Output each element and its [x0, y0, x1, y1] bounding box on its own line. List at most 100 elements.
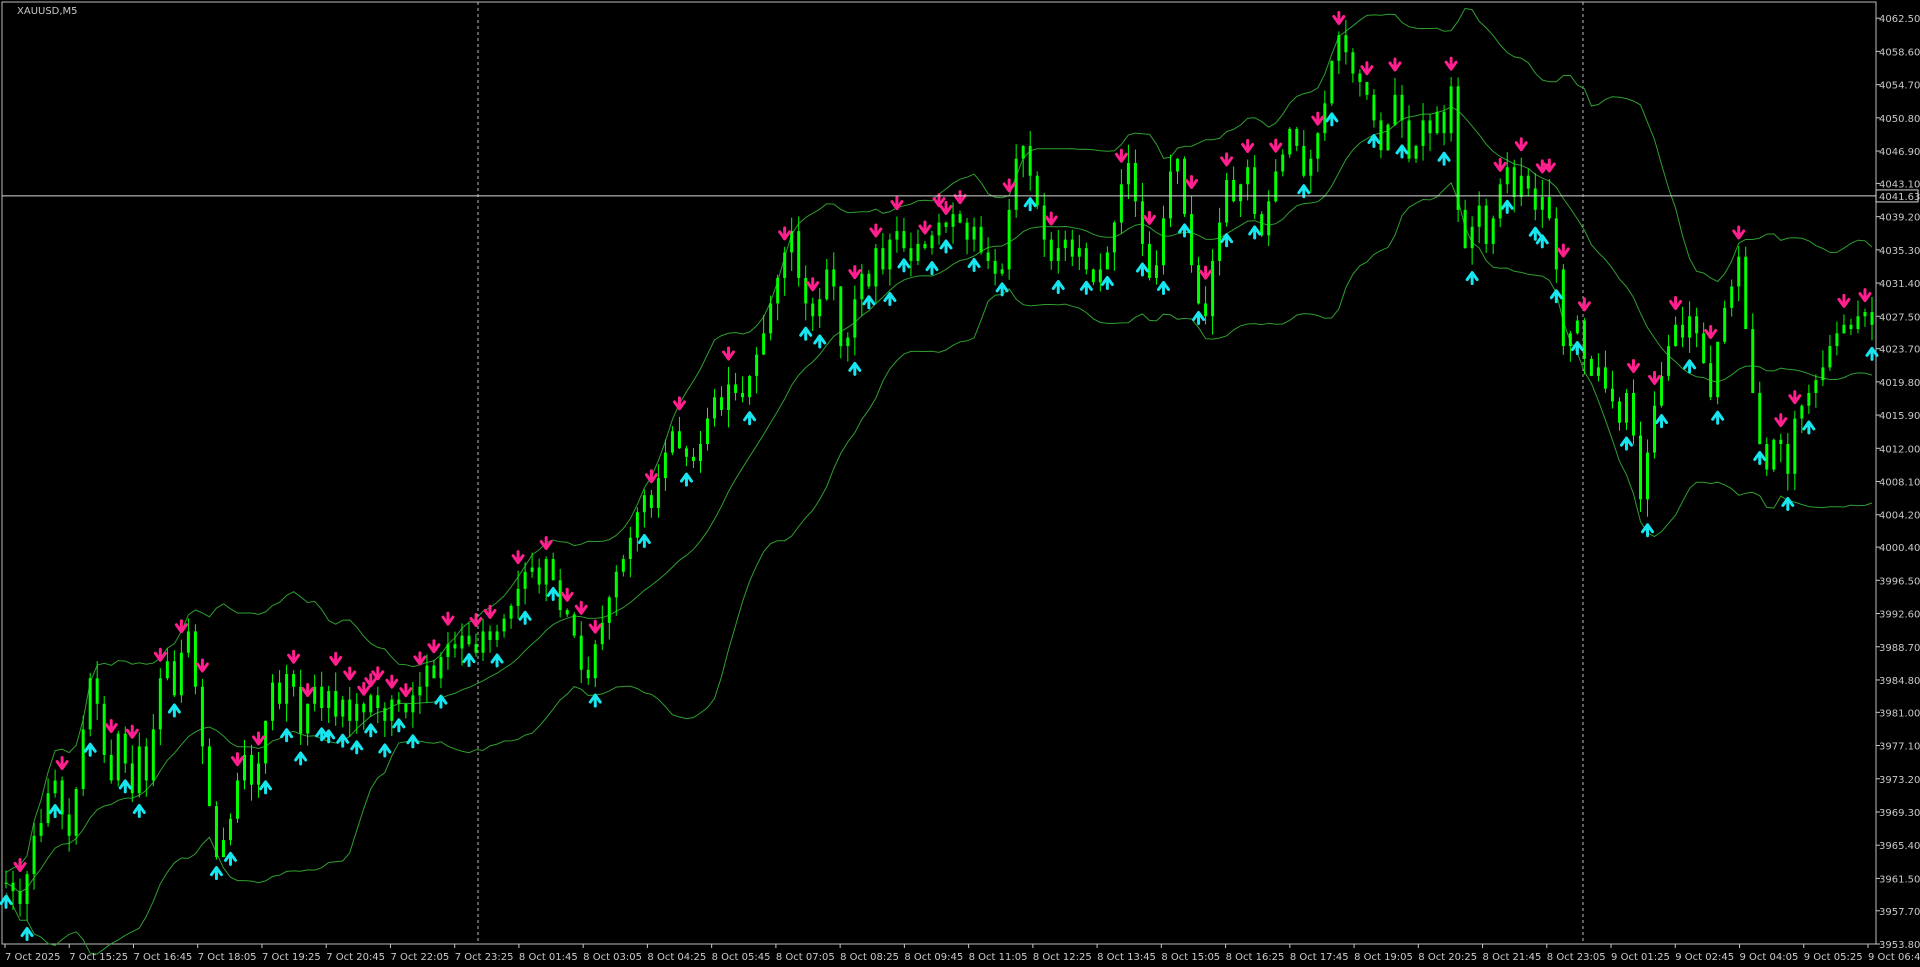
candle-body: [369, 695, 373, 713]
period-separators: [477, 2, 1584, 944]
candle-body: [1386, 124, 1390, 151]
candle-body: [1702, 333, 1706, 364]
buy-arrow-icon: [1023, 197, 1037, 212]
candle-body: [530, 567, 534, 572]
price-tick-label: 4023.70: [1879, 345, 1920, 356]
candle-body: [1603, 367, 1607, 389]
sell-arrow-icon: [195, 658, 209, 673]
candle-body: [1168, 171, 1172, 219]
candle-body: [1442, 111, 1446, 134]
candle-body: [1814, 380, 1818, 393]
candle-body: [1161, 218, 1165, 266]
signal-arrows: [0, 10, 1879, 942]
candle-body: [958, 214, 962, 223]
buy-arrow-icon: [209, 866, 223, 881]
candle-body: [544, 559, 548, 585]
candle-body: [1667, 346, 1671, 376]
candle-body: [418, 686, 422, 696]
candle-body: [32, 835, 36, 875]
time-axis[interactable]: 7 Oct 2025 7 Oct 15:25 7 Oct 16:45 7 Oct 18…: [4, 944, 1920, 963]
candle-body: [1779, 439, 1783, 445]
sell-arrow-icon: [1199, 265, 1213, 280]
price-tick-label: 3984.80: [1879, 676, 1920, 687]
buy-arrow-icon: [132, 803, 146, 818]
candle-body: [467, 635, 471, 645]
candle-body: [25, 874, 29, 904]
buy-arrow-icon: [967, 258, 981, 273]
candle-body: [390, 699, 394, 721]
buy-arrow-icon: [1528, 226, 1542, 241]
candle-body: [1260, 214, 1264, 236]
buy-arrow-icon: [518, 610, 532, 625]
price-axis[interactable]: 4062.50 4058.60 4054.70 4050.80 4046.90 4043.…: [1876, 14, 1920, 951]
buy-arrow-icon: [259, 780, 273, 795]
sell-arrow-icon: [1002, 178, 1016, 193]
candle-body: [1197, 265, 1201, 304]
sell-arrow-icon: [539, 535, 553, 550]
buy-arrow-icon: [364, 723, 378, 738]
candle-body: [1204, 303, 1208, 317]
candle-body: [1744, 256, 1748, 330]
buy-arrow-icon: [1535, 234, 1549, 249]
candle-body: [1498, 184, 1502, 219]
sell-arrow-icon: [371, 666, 385, 681]
candle-body: [684, 448, 688, 457]
candle-body: [846, 337, 850, 347]
buy-arrow-icon: [83, 742, 97, 757]
sell-arrow-icon: [918, 220, 932, 235]
candle-body: [902, 231, 906, 249]
candle-body: [1582, 320, 1586, 359]
buy-arrow-icon: [1437, 151, 1451, 166]
candle-body: [741, 392, 745, 398]
candle-body: [677, 431, 681, 449]
candle-body: [1288, 128, 1292, 155]
candle-body: [144, 746, 148, 781]
candle-body: [923, 243, 927, 249]
candle-body: [1154, 265, 1158, 278]
candle-body: [825, 269, 829, 300]
sell-arrow-icon: [1626, 358, 1640, 373]
candle-body: [1428, 120, 1432, 134]
time-tick-label: 8 Oct 17:45: [1290, 952, 1349, 963]
price-tick-label: 4039.20: [1879, 213, 1920, 224]
candle-body: [1274, 171, 1278, 202]
candle-body: [1042, 205, 1046, 240]
price-tick-label: 3957.70: [1879, 907, 1920, 918]
candle-body: [1232, 180, 1236, 202]
sell-arrow-icon: [441, 611, 455, 626]
candle-body: [670, 431, 674, 453]
sell-arrow-icon: [174, 619, 188, 634]
candle-body: [460, 635, 464, 649]
buy-arrow-icon: [1683, 359, 1697, 374]
candle-body: [1617, 401, 1621, 423]
buy-arrow-icon: [679, 472, 693, 487]
buy-arrow-icon: [848, 361, 862, 376]
candle-body: [867, 273, 871, 287]
candle-body: [334, 691, 338, 717]
candle-body: [123, 733, 127, 764]
candle-body: [909, 248, 913, 261]
time-tick-label: 8 Oct 12:25: [1033, 952, 1092, 963]
candle-body: [1491, 218, 1495, 244]
candle-body: [193, 631, 197, 687]
price-tick-label: 4012.00: [1879, 444, 1920, 455]
candle-body: [916, 243, 920, 261]
candle-body: [698, 444, 702, 462]
buy-arrow-icon: [294, 751, 308, 766]
candle-body: [713, 397, 717, 419]
sell-arrow-icon: [364, 673, 378, 688]
time-tick-label: 8 Oct 19:05: [1354, 952, 1413, 963]
sell-arrow-icon: [953, 190, 967, 205]
candle-body: [1688, 316, 1692, 338]
candle-body: [257, 763, 261, 785]
candle-body: [1049, 239, 1053, 261]
buy-arrow-icon: [336, 733, 350, 748]
sell-arrow-icon: [939, 200, 953, 215]
candle-body: [586, 669, 590, 679]
price-tick-label: 4004.20: [1879, 511, 1920, 522]
buy-arrow-icon: [1641, 523, 1655, 538]
sell-arrow-icon: [1444, 56, 1458, 71]
buy-arrow-icon: [1297, 184, 1311, 199]
